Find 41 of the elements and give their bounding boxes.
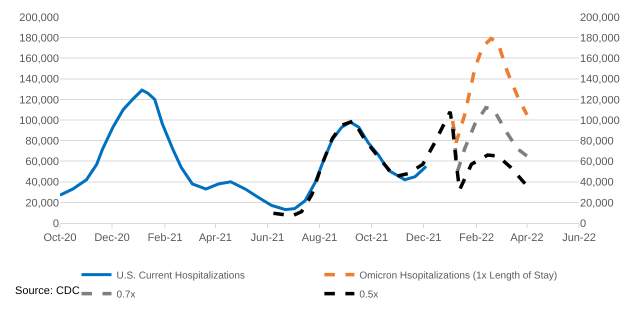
x-tick-label: Aug-21: [302, 232, 338, 244]
x-tick-label: Oct-21: [355, 232, 388, 244]
y-tick-label: 160,000: [19, 53, 59, 66]
y-tick-label: 60,000: [25, 156, 59, 168]
line-series: [450, 106, 529, 172]
y-tick-label: 200,000: [19, 12, 59, 24]
y-tick-label: 80,000: [25, 135, 59, 148]
y-tick-label: 100,000: [19, 114, 59, 127]
y2-tick-label: 120,000: [580, 94, 620, 106]
y2-tick-label: 80,000: [580, 135, 614, 148]
y-tick-label: 0: [52, 218, 59, 230]
y2-tick-label: 0: [580, 218, 586, 230]
x-tick-label: Apr-22: [510, 232, 544, 244]
y2-tick-label: 200,000: [580, 12, 620, 24]
y2-tick-label: 100,000: [580, 114, 620, 127]
x-tick-label: Jun-22: [562, 232, 596, 244]
y2-tick-label: 40,000: [580, 176, 614, 189]
y2-tick-label: 20,000: [580, 197, 614, 210]
line-series: [272, 110, 527, 218]
line-series: [450, 36, 529, 144]
x-tick-label: Dec-21: [406, 232, 442, 244]
y2-tick-label: 60,000: [580, 156, 614, 168]
y-tick-label: 140,000: [19, 74, 59, 86]
x-tick-label: Apr-21: [198, 232, 232, 244]
y-tick-label: 40,000: [25, 176, 59, 189]
y-tick-label: 20,000: [25, 197, 59, 210]
y2-tick-label: 160,000: [580, 53, 620, 66]
legend-label: Omicron Hsopitalizations (1x Length of Stay): [359, 270, 558, 282]
y-tick-label: 180,000: [19, 32, 59, 44]
source-note: Source: CDC: [15, 285, 80, 297]
x-tick-label: Dec-20: [94, 232, 130, 244]
x-tick-label: Feb-22: [459, 232, 494, 244]
x-tick-label: Jun-21: [250, 232, 284, 244]
y2-tick-label: 180,000: [580, 32, 620, 44]
legend-label: 0.5x: [359, 289, 378, 300]
x-tick-label: Feb-21: [148, 232, 182, 244]
x-tick-label: Oct-20: [43, 232, 77, 244]
y-tick-label: 120,000: [19, 94, 59, 106]
legend-label: 0.7x: [116, 289, 136, 300]
y2-tick-label: 140,000: [580, 74, 620, 86]
legend-label: U.S. Current Hospitalizations: [116, 270, 245, 282]
